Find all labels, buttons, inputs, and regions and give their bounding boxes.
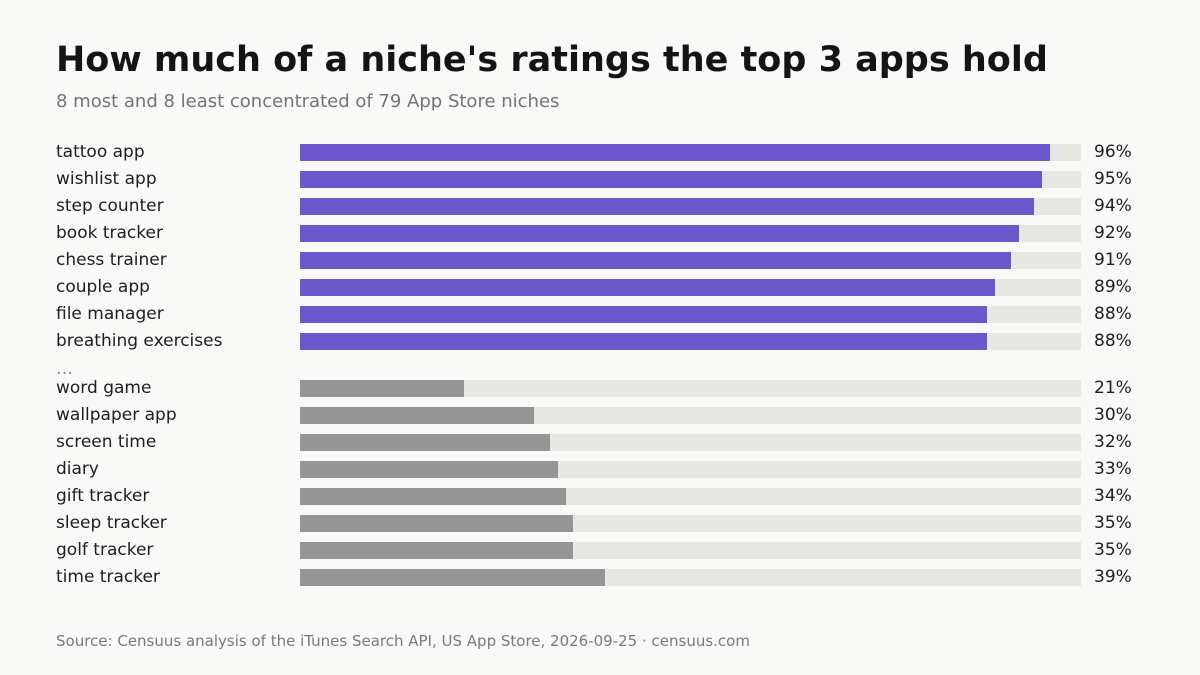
bar: [300, 225, 1019, 242]
value-label: 88%: [1094, 304, 1132, 324]
category-label: file manager: [56, 304, 164, 324]
bar: [300, 252, 1011, 269]
bar-track: [300, 461, 1081, 478]
chart-subtitle: 8 most and 8 least concentrated of 79 Ap…: [56, 91, 560, 112]
bar-track: [300, 171, 1081, 188]
category-label: chess trainer: [56, 250, 167, 270]
category-label: time tracker: [56, 567, 160, 587]
bar-track: [300, 407, 1081, 424]
bar-track: [300, 434, 1081, 451]
source-note: Source: Censuus analysis of the iTunes S…: [56, 632, 750, 650]
value-label: 30%: [1094, 405, 1132, 425]
value-label: 35%: [1094, 513, 1132, 533]
value-label: 92%: [1094, 223, 1132, 243]
value-label: 88%: [1094, 331, 1132, 351]
category-label: wishlist app: [56, 169, 157, 189]
category-label: diary: [56, 459, 99, 479]
category-label: couple app: [56, 277, 150, 297]
value-label: 94%: [1094, 196, 1132, 216]
bar: [300, 279, 996, 296]
bar-track: [300, 144, 1081, 161]
bar-track: [300, 279, 1081, 296]
value-label: 39%: [1094, 567, 1132, 587]
category-label: wallpaper app: [56, 405, 177, 425]
bar-track: [300, 198, 1081, 215]
bar: [300, 461, 558, 478]
category-label: screen time: [56, 432, 157, 452]
category-label: gift tracker: [56, 486, 150, 506]
bar-track: [300, 252, 1081, 269]
value-label: 33%: [1094, 459, 1132, 479]
bar-track: [300, 488, 1081, 505]
bar: [300, 333, 988, 350]
bar-track: [300, 306, 1081, 323]
group-separator: …: [56, 359, 73, 379]
category-label: word game: [56, 378, 152, 398]
bar-track: [300, 380, 1081, 397]
bar: [300, 306, 988, 323]
bar: [300, 407, 535, 424]
bar-track: [300, 333, 1081, 350]
bar-track: [300, 569, 1081, 586]
bar: [300, 515, 574, 532]
category-label: tattoo app: [56, 142, 145, 162]
category-label: book tracker: [56, 223, 163, 243]
value-label: 21%: [1094, 378, 1132, 398]
bar: [300, 144, 1050, 161]
category-label: step counter: [56, 196, 164, 216]
bar: [300, 488, 566, 505]
bar-track: [300, 225, 1081, 242]
value-label: 34%: [1094, 486, 1132, 506]
bar: [300, 380, 464, 397]
value-label: 96%: [1094, 142, 1132, 162]
bar-track: [300, 542, 1081, 559]
value-label: 35%: [1094, 540, 1132, 560]
bar: [300, 569, 605, 586]
bar: [300, 542, 574, 559]
value-label: 91%: [1094, 250, 1132, 270]
category-label: golf tracker: [56, 540, 154, 560]
category-label: breathing exercises: [56, 331, 223, 351]
value-label: 95%: [1094, 169, 1132, 189]
value-label: 89%: [1094, 277, 1132, 297]
bar: [300, 171, 1042, 188]
bar: [300, 434, 550, 451]
chart-title: How much of a niche's ratings the top 3 …: [56, 40, 1048, 80]
bar-track: [300, 515, 1081, 532]
category-label: sleep tracker: [56, 513, 167, 533]
value-label: 32%: [1094, 432, 1132, 452]
bar: [300, 198, 1035, 215]
